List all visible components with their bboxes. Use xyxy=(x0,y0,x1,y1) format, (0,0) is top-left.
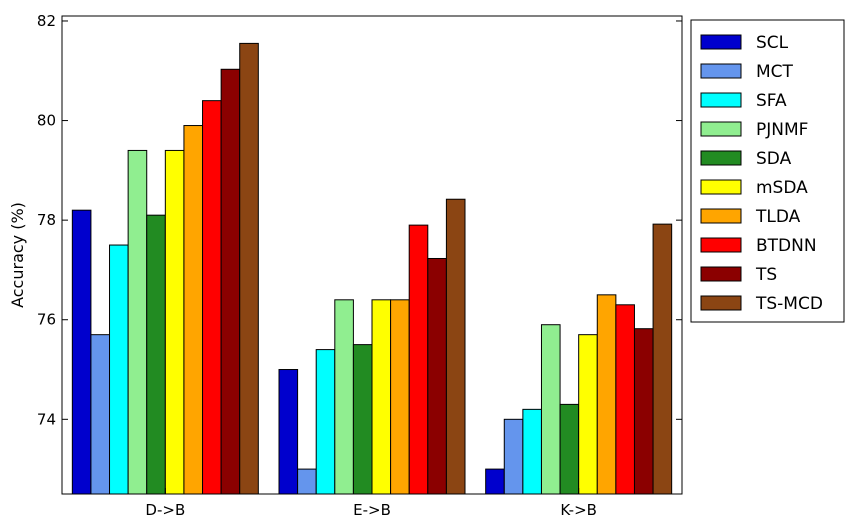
legend-label-mct: MCT xyxy=(756,62,794,82)
legend-label-sfa: SFA xyxy=(756,91,787,111)
bar-pjnmf-0 xyxy=(127,149,148,495)
legend-swatch-pjnmf xyxy=(700,121,742,137)
x-tick-label: D->B xyxy=(145,501,185,519)
bar-scl-2 xyxy=(485,468,505,495)
bar-msda-0 xyxy=(164,149,185,495)
legend-label-tlda: TLDA xyxy=(755,207,801,227)
y-tick-label: 82 xyxy=(37,12,56,30)
x-tick-label: K->B xyxy=(560,501,597,519)
bar-sfa-1 xyxy=(315,349,336,495)
bar-tlda-0 xyxy=(183,125,204,495)
bar-msda-2 xyxy=(578,334,598,495)
bar-ts-mcd-1 xyxy=(445,198,466,495)
bar-ts-mcd-0 xyxy=(239,42,259,495)
y-axis: 74 76 78 80 82 xyxy=(37,12,682,428)
legend-label-ts: TS xyxy=(755,265,777,285)
bar-sda-1 xyxy=(352,344,373,495)
legend-label-sda: SDA xyxy=(756,149,792,169)
bar-mct-2 xyxy=(503,418,524,495)
y-tick-label: 74 xyxy=(37,410,56,428)
legend-label-btdnn: BTDNN xyxy=(756,236,817,256)
bar-scl-1 xyxy=(278,369,299,495)
bar-sfa-0 xyxy=(109,244,129,495)
legend-swatch-sda xyxy=(700,150,742,166)
bars-group xyxy=(71,42,673,495)
bar-mct-0 xyxy=(90,334,111,495)
legend: SCL MCT SFA PJNMF SDA mSDA TLDA BTDNN TS TS-MCD xyxy=(690,19,845,323)
bar-btdnn-1 xyxy=(408,224,429,495)
bar-sda-0 xyxy=(146,214,166,495)
bar-mct-1 xyxy=(297,468,317,495)
legend-label-pjnmf: PJNMF xyxy=(756,120,808,140)
legend-swatch-msda xyxy=(700,179,742,195)
bar-pjnmf-2 xyxy=(540,324,561,495)
bar-btdnn-0 xyxy=(202,100,222,495)
x-axis: D->B E->B K->B xyxy=(145,488,597,519)
bar-ts-1 xyxy=(427,257,447,495)
y-tick-label: 76 xyxy=(37,311,56,329)
bar-msda-1 xyxy=(371,299,392,495)
legend-swatch-sfa xyxy=(700,92,742,108)
legend-swatch-ts-mcd xyxy=(700,295,742,311)
bar-sfa-2 xyxy=(522,408,542,495)
legend-swatch-tlda xyxy=(700,208,742,224)
x-tick-label: E->B xyxy=(353,501,391,519)
bar-pjnmf-1 xyxy=(334,299,354,495)
y-tick-label: 78 xyxy=(37,211,56,229)
y-tick-label: 80 xyxy=(37,112,56,130)
legend-label-ts-mcd: TS-MCD xyxy=(755,294,823,314)
bar-scl-0 xyxy=(71,209,92,495)
y-axis-label: Accuracy (%) xyxy=(8,202,27,308)
legend-swatch-scl xyxy=(700,34,742,50)
legend-swatch-btdnn xyxy=(700,237,742,253)
bar-ts-2 xyxy=(633,328,654,495)
legend-swatch-ts xyxy=(700,266,742,282)
legend-label-msda: mSDA xyxy=(756,178,808,198)
legend-label-scl: SCL xyxy=(756,33,789,53)
bar-ts-mcd-2 xyxy=(652,223,673,495)
bar-tlda-2 xyxy=(596,294,617,495)
bar-btdnn-2 xyxy=(615,304,635,495)
bar-tlda-1 xyxy=(390,299,410,495)
bar-sda-2 xyxy=(559,403,580,495)
bar-ts-0 xyxy=(220,68,241,495)
legend-swatch-mct xyxy=(700,63,742,79)
